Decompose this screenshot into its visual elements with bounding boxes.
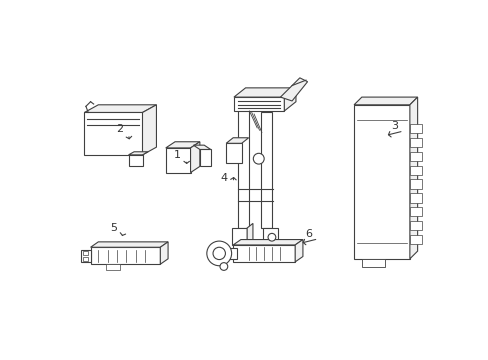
Polygon shape: [193, 145, 210, 149]
Polygon shape: [106, 264, 120, 270]
Polygon shape: [261, 112, 271, 228]
Polygon shape: [409, 207, 422, 216]
Polygon shape: [409, 166, 422, 175]
Polygon shape: [409, 235, 422, 244]
Polygon shape: [84, 112, 142, 155]
Polygon shape: [229, 248, 237, 259]
Polygon shape: [233, 97, 284, 111]
Polygon shape: [237, 97, 248, 228]
Polygon shape: [84, 105, 156, 112]
Polygon shape: [165, 148, 190, 172]
Polygon shape: [165, 142, 200, 148]
Polygon shape: [246, 223, 252, 245]
Polygon shape: [226, 138, 248, 143]
Polygon shape: [82, 251, 88, 255]
Polygon shape: [361, 259, 384, 266]
Circle shape: [220, 263, 227, 270]
Polygon shape: [233, 239, 302, 245]
Polygon shape: [190, 142, 200, 172]
Polygon shape: [233, 245, 295, 262]
Polygon shape: [409, 152, 422, 161]
Polygon shape: [90, 247, 160, 264]
Polygon shape: [409, 138, 422, 147]
Polygon shape: [353, 105, 409, 259]
Circle shape: [267, 233, 275, 241]
Circle shape: [206, 241, 231, 266]
Polygon shape: [409, 180, 422, 189]
Polygon shape: [231, 228, 246, 245]
Polygon shape: [409, 193, 422, 203]
Text: 1: 1: [174, 150, 181, 160]
Text: 5: 5: [110, 223, 117, 233]
Polygon shape: [280, 78, 307, 101]
Polygon shape: [200, 149, 210, 166]
Circle shape: [213, 247, 225, 260]
Polygon shape: [128, 155, 142, 166]
Polygon shape: [262, 228, 278, 245]
Text: 3: 3: [390, 121, 397, 131]
Polygon shape: [233, 88, 295, 97]
Circle shape: [253, 153, 264, 164]
Polygon shape: [409, 221, 422, 230]
Polygon shape: [160, 242, 168, 264]
Polygon shape: [353, 97, 417, 105]
Polygon shape: [128, 152, 148, 155]
Polygon shape: [409, 97, 417, 259]
Text: 4: 4: [220, 173, 227, 183]
Polygon shape: [81, 249, 90, 262]
Polygon shape: [295, 239, 302, 262]
Polygon shape: [82, 257, 88, 261]
Polygon shape: [409, 124, 422, 133]
Polygon shape: [90, 242, 168, 247]
Polygon shape: [226, 143, 241, 163]
Text: 6: 6: [305, 229, 312, 239]
Text: 2: 2: [116, 125, 122, 134]
Polygon shape: [284, 88, 295, 111]
Polygon shape: [142, 105, 156, 155]
